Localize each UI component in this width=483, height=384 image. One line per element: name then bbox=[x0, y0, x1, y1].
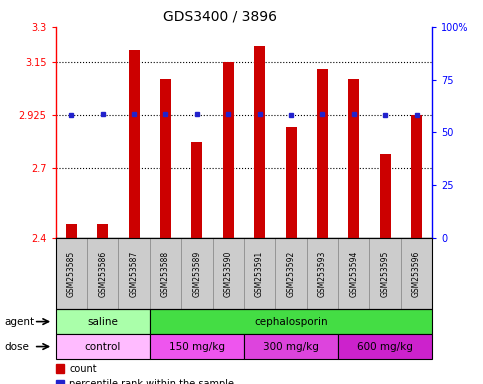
Bar bbox=[348, 78, 359, 238]
Bar bbox=[56, 334, 150, 359]
Text: count: count bbox=[69, 364, 97, 374]
Text: saline: saline bbox=[87, 316, 118, 327]
Text: GSM253595: GSM253595 bbox=[381, 250, 390, 297]
Text: GSM253587: GSM253587 bbox=[129, 250, 139, 297]
Text: GSM253596: GSM253596 bbox=[412, 250, 421, 297]
Bar bbox=[411, 115, 422, 238]
Bar bbox=[307, 238, 338, 309]
Text: GSM253588: GSM253588 bbox=[161, 250, 170, 297]
Bar bbox=[56, 364, 64, 373]
Text: GSM253593: GSM253593 bbox=[318, 250, 327, 297]
Bar bbox=[369, 238, 401, 309]
Bar bbox=[223, 62, 234, 238]
Bar bbox=[338, 334, 432, 359]
Bar bbox=[128, 50, 140, 238]
Text: GSM253592: GSM253592 bbox=[286, 250, 296, 297]
Bar bbox=[150, 238, 181, 309]
Bar bbox=[56, 309, 150, 334]
Text: dose: dose bbox=[5, 341, 30, 352]
Text: cephalosporin: cephalosporin bbox=[254, 316, 328, 327]
Bar bbox=[244, 238, 275, 309]
Bar bbox=[275, 238, 307, 309]
Bar bbox=[191, 142, 202, 238]
Bar bbox=[56, 238, 432, 309]
Text: 600 mg/kg: 600 mg/kg bbox=[357, 341, 413, 352]
Text: percentile rank within the sample: percentile rank within the sample bbox=[69, 379, 234, 384]
Bar bbox=[97, 224, 108, 238]
Bar bbox=[181, 238, 213, 309]
Text: GSM253586: GSM253586 bbox=[98, 250, 107, 297]
Bar bbox=[150, 334, 244, 359]
Bar bbox=[160, 78, 171, 238]
Text: GSM253590: GSM253590 bbox=[224, 250, 233, 297]
Bar bbox=[87, 238, 118, 309]
Text: GSM253591: GSM253591 bbox=[255, 250, 264, 297]
Text: agent: agent bbox=[5, 316, 35, 327]
Text: control: control bbox=[85, 341, 121, 352]
Text: 300 mg/kg: 300 mg/kg bbox=[263, 341, 319, 352]
Text: GSM253589: GSM253589 bbox=[192, 250, 201, 297]
Bar bbox=[285, 127, 297, 238]
Bar bbox=[118, 238, 150, 309]
Text: 150 mg/kg: 150 mg/kg bbox=[169, 341, 225, 352]
Bar bbox=[338, 238, 369, 309]
Text: GDS3400 / 3896: GDS3400 / 3896 bbox=[163, 10, 277, 23]
Text: GSM253594: GSM253594 bbox=[349, 250, 358, 297]
Bar bbox=[66, 224, 77, 238]
Bar bbox=[150, 309, 432, 334]
Bar bbox=[380, 154, 391, 238]
Bar bbox=[56, 238, 87, 309]
Bar bbox=[56, 380, 64, 384]
Bar bbox=[401, 238, 432, 309]
Bar bbox=[213, 238, 244, 309]
Bar bbox=[244, 334, 338, 359]
Bar bbox=[254, 46, 265, 238]
Bar bbox=[317, 69, 328, 238]
Text: GSM253585: GSM253585 bbox=[67, 250, 76, 297]
